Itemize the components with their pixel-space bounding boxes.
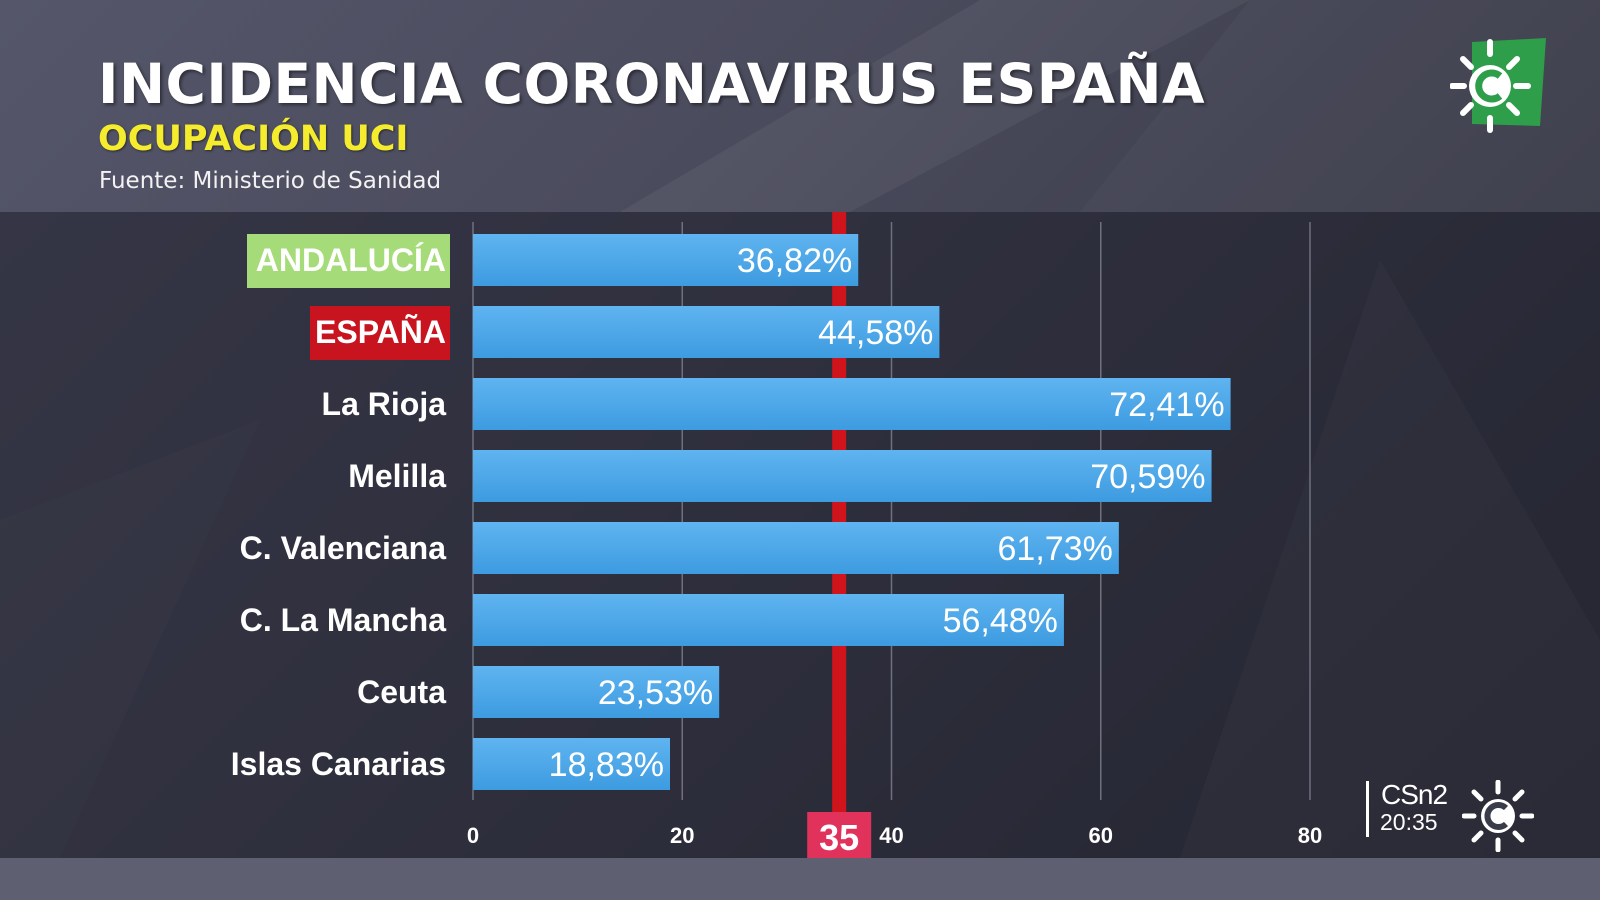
category-label: Melilla	[348, 458, 446, 494]
threshold-layer: 35	[807, 212, 872, 858]
x-tick-label: 40	[879, 823, 903, 848]
bar	[473, 666, 720, 718]
bottom-strip	[0, 858, 1600, 900]
channel-bug-logo: CSn2	[1381, 779, 1448, 810]
ticks-layer: 0 20 40 60 80	[467, 823, 1322, 848]
category-label: La Rioja	[322, 386, 447, 422]
canal-sur-sun-icon	[1462, 780, 1534, 852]
bar	[473, 234, 859, 286]
data-label: 44,58%	[818, 314, 933, 352]
threshold-label: 35	[819, 817, 859, 858]
data-label: 72,41%	[1109, 386, 1224, 424]
data-label: 36,82%	[737, 242, 852, 280]
data-label: 23,53%	[598, 674, 713, 712]
data-label: 56,48%	[943, 602, 1058, 640]
bar	[473, 522, 1119, 574]
bar	[473, 306, 940, 358]
x-tick-label: 80	[1298, 823, 1322, 848]
source-note: Fuente: Ministerio de Sanidad	[99, 168, 442, 194]
data-label: 18,83%	[549, 746, 664, 784]
clock-time: 20:35	[1380, 809, 1438, 835]
chart-subtitle: OCUPACIÓN UCI	[98, 119, 409, 159]
category-label-highlight	[310, 306, 450, 360]
bar	[473, 594, 1064, 646]
data-label: 61,73%	[998, 530, 1113, 568]
category-label: ANDALUCÍA	[256, 242, 446, 278]
data-label: 70,59%	[1090, 458, 1205, 496]
bar-chart: 35 ANDALUCÍA 36,82% ESPAÑA 44,58% La Rioja 72…	[231, 212, 1322, 858]
channel-bug: CSn2 20:35	[1366, 779, 1449, 837]
labels-layer: ANDALUCÍA 36,82% ESPAÑA 44,58% La Rioja 72,41…	[231, 234, 1225, 784]
category-label: C. La Mancha	[240, 602, 446, 638]
bar	[473, 738, 671, 790]
canal-sur-logo-icon	[1450, 38, 1546, 133]
threshold-label-bg	[807, 812, 872, 858]
category-label: C. Valenciana	[240, 530, 447, 566]
x-tick-label: 60	[1089, 823, 1113, 848]
threshold-line	[832, 212, 847, 812]
category-label: Ceuta	[357, 674, 446, 710]
category-label: ESPAÑA	[315, 314, 446, 350]
header: INCIDENCIA CORONAVIRUS ESPAÑA OCUPACIÓN …	[0, 0, 1600, 212]
bars-layer	[473, 234, 1231, 790]
chart-title: INCIDENCIA CORONAVIRUS ESPAÑA	[98, 52, 1206, 116]
bar	[473, 378, 1231, 430]
x-tick-label: 20	[670, 823, 694, 848]
bar	[473, 450, 1212, 502]
x-tick-label: 0	[467, 823, 479, 848]
category-label: Islas Canarias	[231, 746, 446, 782]
category-label-highlight	[247, 234, 450, 288]
